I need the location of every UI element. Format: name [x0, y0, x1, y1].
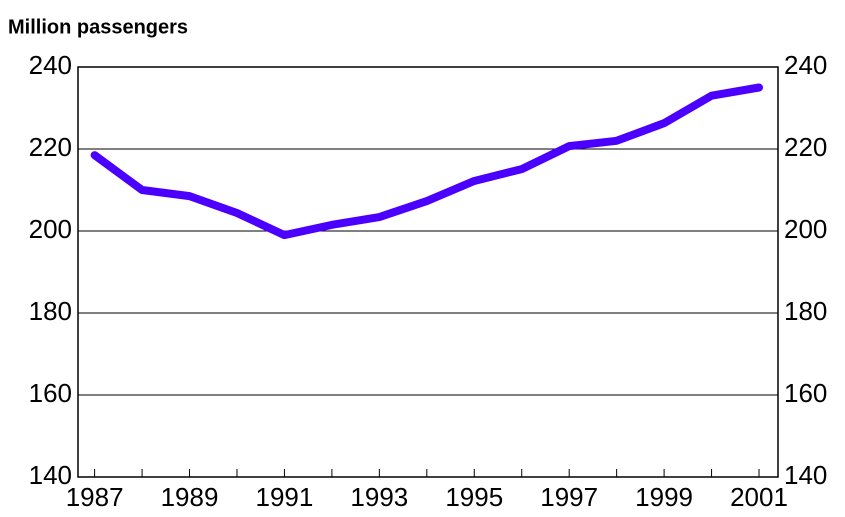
- x-tick-label: 1991: [256, 482, 314, 512]
- x-tick-label: 1987: [66, 482, 124, 512]
- y-tick-label: 180: [29, 296, 72, 326]
- y2-tick-label: 200: [784, 214, 827, 244]
- y2-tick-label: 180: [784, 296, 827, 326]
- y2-tick-label: 220: [784, 132, 827, 162]
- y-tick-label: 140: [29, 460, 72, 490]
- chart-title: Million passengers: [8, 16, 188, 38]
- x-tick-label: 1995: [445, 482, 503, 512]
- x-tick-label: 1999: [635, 482, 693, 512]
- y-tick-label: 200: [29, 214, 72, 244]
- x-tick-label: 2001: [730, 482, 788, 512]
- plot-frame: [77, 66, 779, 478]
- x-tick-label: 1989: [161, 482, 219, 512]
- y-tick-label: 240: [29, 50, 72, 80]
- y-tick-label: 160: [29, 378, 72, 408]
- y2-tick-label: 240: [784, 50, 827, 80]
- y2-tick-label: 160: [784, 378, 827, 408]
- y2-tick-label: 140: [784, 460, 827, 490]
- x-tick-label: 1997: [540, 482, 598, 512]
- x-tick-label: 1993: [350, 482, 408, 512]
- data-line: [90, 83, 764, 240]
- y-tick-label: 220: [29, 132, 72, 162]
